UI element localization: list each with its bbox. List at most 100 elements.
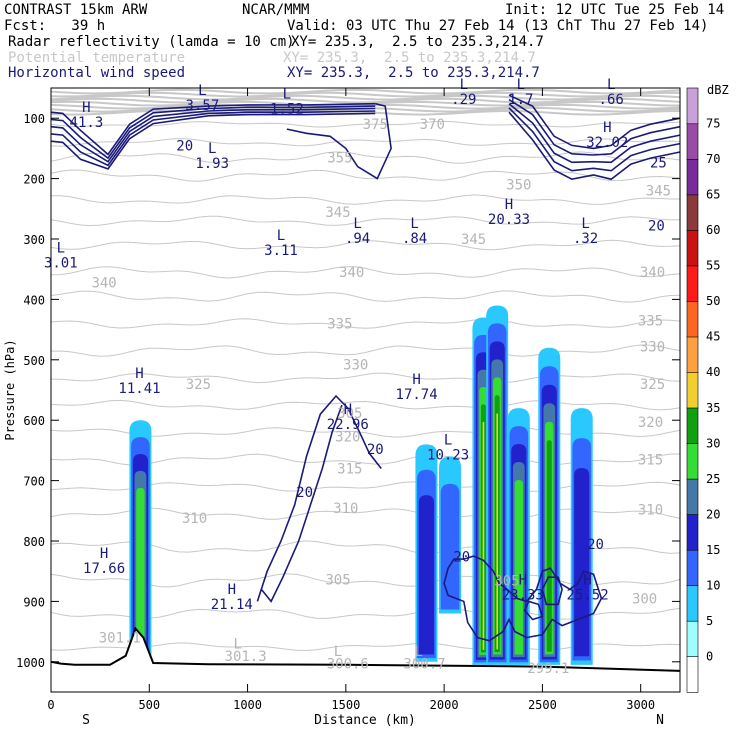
theta-label: 330 (343, 358, 368, 374)
x-tick-label: 2000 (430, 698, 459, 712)
colorbar-label: 65 (706, 188, 720, 202)
theta-label: 325 (186, 377, 211, 393)
y-tick-label: 900 (23, 595, 45, 609)
theta-label: 375 (363, 117, 388, 133)
theta-label: 350 (506, 178, 531, 194)
y-tick-label: 1000 (16, 656, 45, 670)
colorbar-label: 20 (706, 507, 720, 521)
theta-label: 345 (325, 205, 350, 221)
colorbar-label: 10 (706, 578, 720, 592)
center-title: NCAR/MMM (242, 2, 310, 18)
wind-extreme-value: 11.41 (118, 381, 160, 397)
colorbar-swatch (686, 549, 699, 587)
theta-label: 345 (646, 184, 671, 200)
theta-label: 305 (494, 573, 519, 589)
field-wind-name: Horizontal wind speed (8, 65, 186, 81)
wind-contour (256, 394, 382, 603)
wind-extreme-value: .84 (402, 231, 427, 247)
wind-extreme-value: 41.3 (70, 115, 104, 131)
colorbar-swatch (686, 656, 699, 693)
theta-contour (50, 194, 680, 205)
wind-extreme-marker: H (583, 573, 591, 589)
wind-label: 20 (587, 537, 604, 553)
theta-label: 335 (327, 317, 352, 333)
theta-label: 330 (640, 340, 665, 356)
terrain-fill (51, 628, 680, 692)
field-reflectivity-xy: XY= 235.3, 2.5 to 235.3,214.7 (291, 34, 544, 50)
theta-label: 300.6 (327, 657, 369, 673)
wind-extreme-marker: L (208, 141, 216, 157)
colorbar-label: 5 (706, 614, 713, 628)
theta-contour (50, 372, 681, 384)
terrain-line (50, 626, 681, 672)
colorbar-swatch (686, 300, 699, 338)
theta-label: 315 (337, 462, 362, 478)
wind-contour (508, 103, 681, 164)
wind-extreme-value: .29 (451, 92, 476, 108)
wind-extreme-value: 25.52 (567, 588, 609, 604)
wind-label: 20 (648, 219, 665, 235)
init-time: Init: 12 UTC Tue 25 Feb 14 (505, 2, 725, 18)
wind-extreme-value: 20.33 (488, 212, 530, 228)
wind-extreme-value: .32 (573, 231, 598, 247)
wind-extreme-marker: H (505, 197, 513, 213)
colorbar-swatch (686, 229, 699, 267)
theta-extreme-marker: L (233, 637, 241, 653)
theta-label: 370 (420, 117, 445, 133)
colorbar-swatch (686, 478, 699, 515)
wind-contour (508, 107, 681, 172)
x-tick-label: 0 (47, 698, 54, 712)
reflectivity-cell-layer (546, 440, 552, 652)
colorbar-label: 45 (706, 330, 720, 344)
field-theta-name: Potential temperature (8, 50, 186, 66)
theta-contour (50, 239, 681, 251)
reflectivity-cell-layer (496, 413, 498, 650)
theta-contours (50, 88, 681, 652)
wind-extreme-value: 23.33 (502, 588, 544, 604)
field-reflectivity-name: Radar reflectivity (lamda = 10 cm) (8, 34, 295, 50)
valid-time: Valid: 03 UTC Thu 27 Feb 14 (13 ChT Thu … (287, 18, 709, 34)
theta-contour (50, 318, 681, 329)
y-tick-label: 600 (23, 414, 45, 428)
wind-contour (50, 112, 376, 170)
theta-contour (50, 151, 681, 164)
wind-extreme-marker: H (82, 100, 90, 116)
wind-extreme-value: 17.66 (83, 561, 125, 577)
x-tick-label: 500 (138, 698, 160, 712)
wind-contour (50, 105, 376, 160)
wind-extreme-value: 1.7 (508, 92, 533, 108)
theta-label: 355 (327, 151, 352, 167)
colorbar-swatch (686, 407, 699, 444)
theta-label: 320 (335, 430, 360, 446)
colorbar-swatch (686, 336, 699, 373)
wind-extreme-marker: H (603, 120, 611, 136)
theta-label: 315 (638, 453, 663, 469)
theta-label: 345 (461, 232, 486, 248)
wind-labels: 20252020202020H41.3L3.57L1.52L.29L1.7L.6… (44, 77, 667, 613)
x-axis-label: Distance (km) (314, 713, 416, 728)
wind-contour (50, 110, 376, 167)
theta-contour (50, 344, 681, 357)
plot-frame (50, 87, 681, 693)
wind-extreme-value: 3.11 (264, 243, 298, 259)
colorbar-label: 70 (706, 152, 720, 166)
colorbar-label: 35 (706, 401, 720, 415)
theta-label: 301.1 (99, 631, 141, 647)
wind-extreme-value: 10.23 (427, 447, 469, 463)
colorbar-swatch (686, 158, 699, 196)
colorbar-swatch (686, 585, 699, 622)
colorbar-swatch (686, 194, 699, 231)
x-tick-label: 1500 (331, 698, 360, 712)
model-title: CONTRAST 15km ARW (4, 2, 148, 18)
colorbar-label: 25 (706, 472, 720, 486)
wind-label: 20 (453, 550, 470, 566)
wind-contour (508, 94, 681, 150)
theta-label: 325 (640, 377, 665, 393)
wind-extreme-marker: L (277, 228, 285, 244)
wind-extreme-value: 1.93 (195, 156, 229, 172)
wind-label: 20 (176, 138, 193, 154)
terrain (50, 626, 681, 692)
colorbar-label: 40 (706, 365, 720, 379)
wind-extreme-value: 3.57 (186, 98, 220, 114)
theta-label: 305 (337, 406, 362, 422)
